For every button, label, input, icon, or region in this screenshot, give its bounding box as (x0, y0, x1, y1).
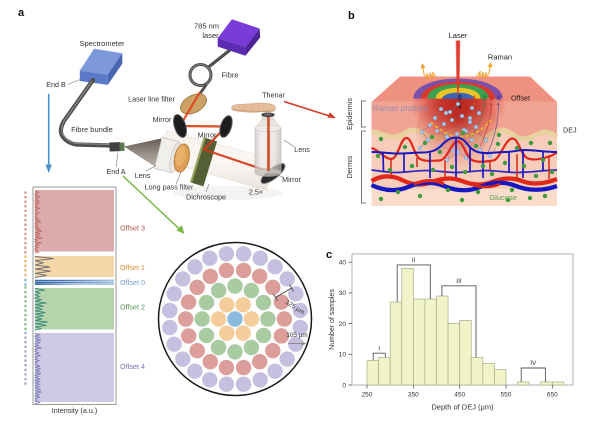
svg-text:1: 1 (473, 95, 477, 102)
svg-text:Glucose: Glucose (489, 193, 517, 202)
svg-text:Intensity (a.u.): Intensity (a.u.) (52, 406, 98, 415)
svg-text:Depth of DEJ (μm): Depth of DEJ (μm) (431, 403, 494, 412)
svg-text:Lens: Lens (135, 171, 151, 180)
svg-text:Offset: Offset (511, 93, 530, 102)
svg-text:Laser line filter: Laser line filter (128, 95, 175, 104)
svg-text:3: 3 (490, 95, 494, 102)
svg-text:20: 20 (339, 321, 347, 328)
svg-text:DEJ: DEJ (563, 126, 577, 135)
svg-text:Laser: Laser (449, 31, 468, 40)
svg-text:650: 650 (547, 392, 558, 399)
svg-text:2: 2 (483, 95, 487, 102)
svg-text:550: 550 (501, 392, 512, 399)
svg-text:450: 450 (454, 392, 465, 399)
svg-text:Fibre bundle: Fibre bundle (71, 125, 113, 134)
svg-text:10: 10 (339, 352, 347, 359)
svg-text:Lens: Lens (294, 145, 310, 154)
svg-text:Offset 0: Offset 0 (120, 278, 145, 287)
svg-text:II: II (412, 257, 416, 264)
svg-text:b: b (348, 10, 355, 22)
svg-text:4: 4 (497, 95, 501, 102)
svg-text:End A: End A (106, 167, 125, 176)
svg-text:Long pass filter: Long pass filter (145, 183, 194, 192)
svg-text:250: 250 (362, 392, 373, 399)
svg-text:a: a (18, 7, 25, 19)
svg-text:Dichroscope: Dichroscope (186, 193, 226, 202)
svg-text:0: 0 (458, 95, 462, 102)
svg-text:350: 350 (408, 392, 419, 399)
svg-text:0: 0 (342, 382, 346, 389)
svg-text:40: 40 (339, 260, 347, 267)
svg-text:Raman: Raman (488, 53, 512, 62)
svg-text:Mirror: Mirror (282, 175, 301, 184)
svg-text:785 nm: 785 nm (194, 22, 219, 31)
svg-text:Fibre: Fibre (221, 71, 238, 80)
svg-text:laser: laser (202, 31, 219, 40)
svg-text:105 μm: 105 μm (286, 332, 307, 339)
svg-text:III: III (456, 278, 462, 285)
svg-text:Dermis: Dermis (345, 155, 354, 178)
svg-text:30: 30 (339, 290, 347, 297)
svg-text:Offset 1: Offset 1 (120, 263, 145, 272)
svg-text:Mirror: Mirror (198, 131, 217, 140)
svg-text:2.5×: 2.5× (249, 188, 263, 197)
svg-text:Spectrometer: Spectrometer (79, 39, 125, 48)
svg-text:c: c (326, 249, 332, 261)
svg-text:Offset 2: Offset 2 (120, 303, 145, 312)
svg-text:Epidermis: Epidermis (345, 98, 354, 130)
svg-text:Offset 4: Offset 4 (120, 362, 145, 371)
svg-text:Raman photons: Raman photons (373, 104, 429, 113)
svg-text:Mirror: Mirror (153, 115, 172, 124)
svg-text:Number of samples: Number of samples (329, 289, 336, 350)
svg-text:Thenar: Thenar (262, 91, 285, 100)
svg-text:IV: IV (530, 360, 537, 367)
svg-text:Offset 3: Offset 3 (120, 224, 145, 233)
svg-text:I: I (378, 346, 380, 353)
svg-text:End B: End B (46, 80, 66, 89)
